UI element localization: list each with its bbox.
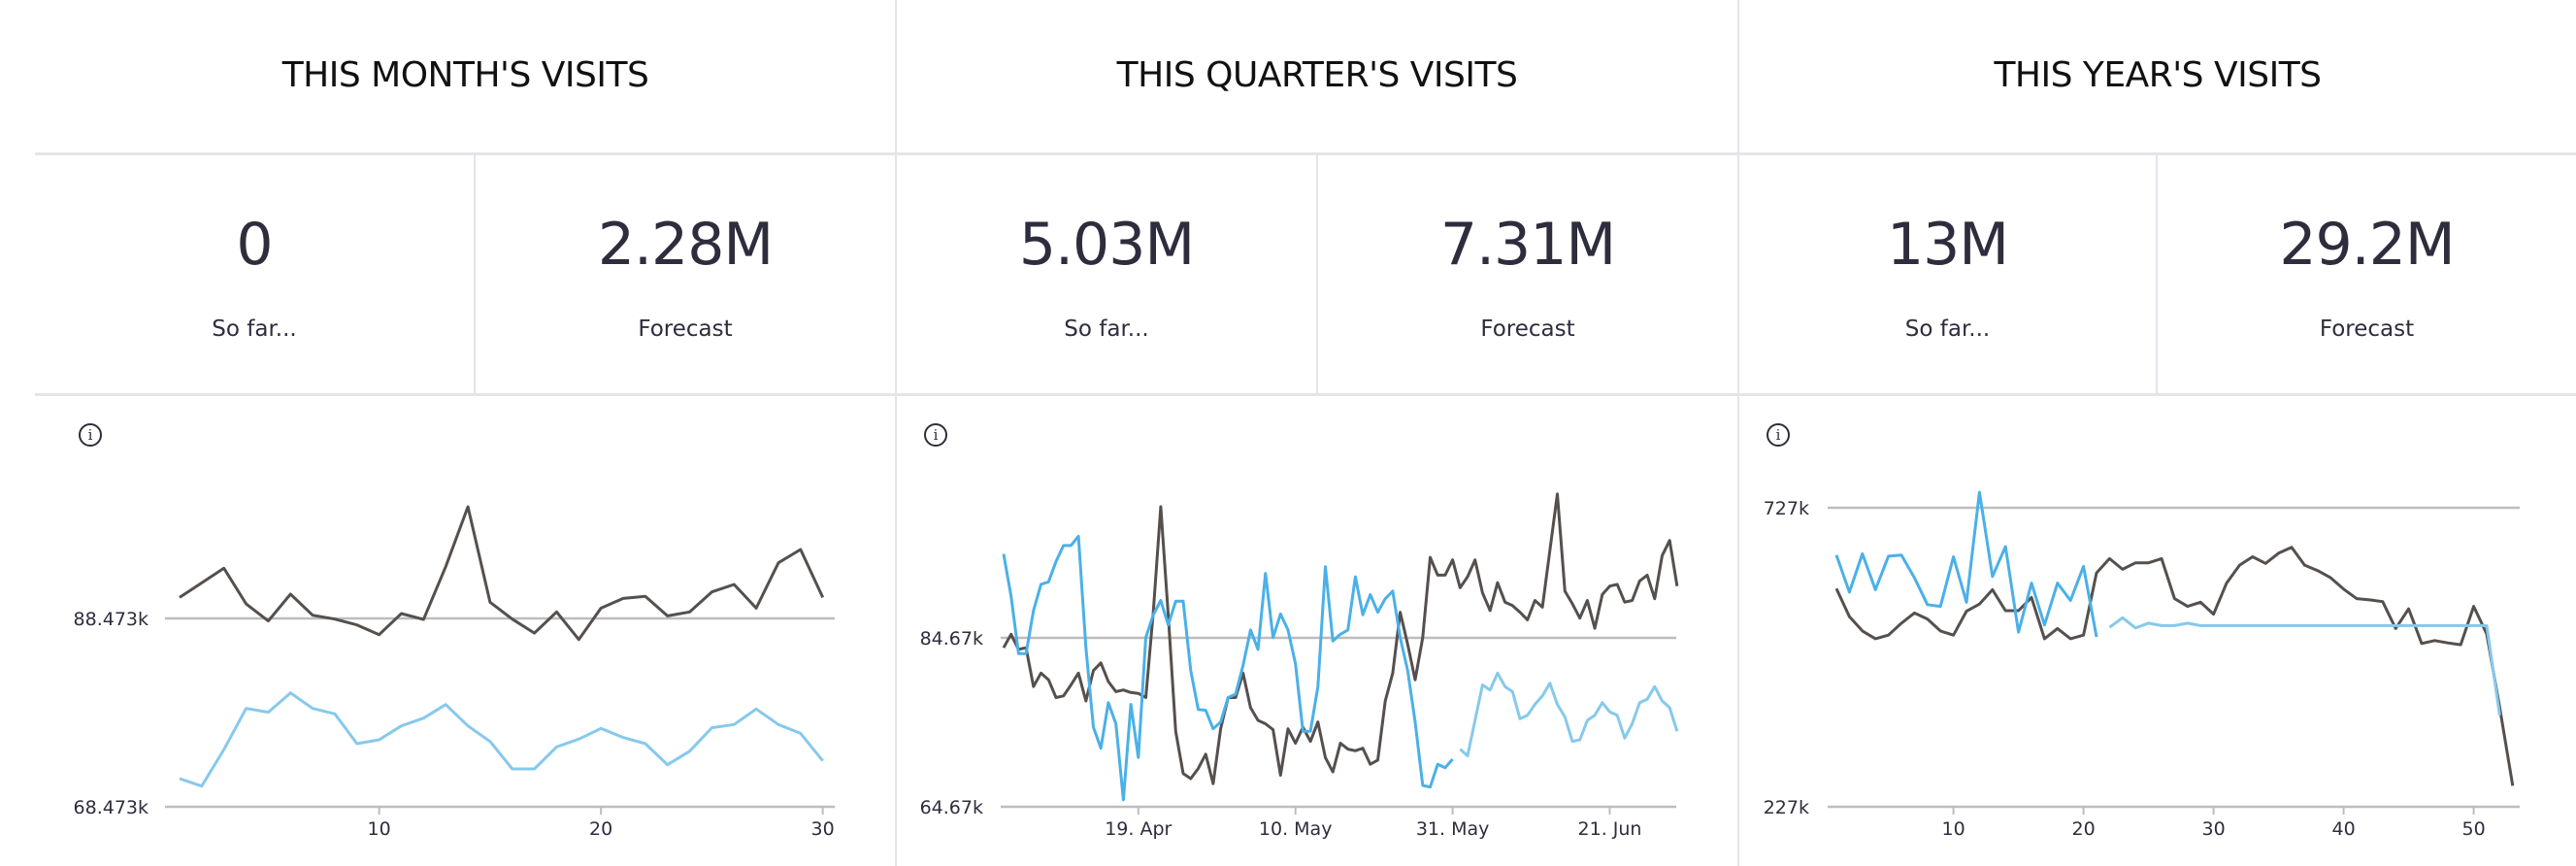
stat-so-far-month: 0 So far...	[35, 157, 474, 394]
stat-value: 2.28M	[597, 211, 774, 279]
y-tick-label: 64.67k	[920, 797, 983, 818]
y-tick-label: 88.473k	[74, 609, 149, 630]
x-tick-label: 30	[811, 818, 835, 840]
x-tick-label: 31. May	[1416, 818, 1490, 840]
y-tick-label: 727k	[1764, 498, 1809, 519]
stat-so-far-quarter: 5.03M So far...	[897, 157, 1316, 394]
x-tick-label: 21. Jun	[1578, 818, 1642, 840]
y-tick-label: 84.67k	[920, 628, 983, 650]
panel-title-month: THIS MONTH'S VISITS	[281, 55, 649, 95]
panel-title-quarter: THIS QUARTER'S VISITS	[1116, 55, 1518, 95]
column-divider	[1737, 0, 1739, 866]
x-tick-label: 10. May	[1259, 818, 1333, 840]
stat-label: Forecast	[638, 316, 733, 342]
stat-divider	[1316, 153, 1318, 394]
stat-label: So far...	[1064, 316, 1149, 342]
stat-label: Forecast	[1480, 316, 1575, 342]
stat-value: 5.03M	[1018, 211, 1195, 279]
y-tick-label: 227k	[1764, 797, 1809, 818]
stat-so-far-year: 13M So far...	[1739, 157, 2156, 394]
stats-divider	[35, 393, 2576, 396]
stat-forecast-month: 2.28M Forecast	[476, 157, 895, 394]
stat-forecast-year: 29.2M Forecast	[2158, 157, 2576, 394]
x-tick-label: 30	[2202, 818, 2226, 840]
stat-label: So far...	[212, 316, 297, 342]
x-tick-label: 40	[2332, 818, 2356, 840]
info-icon[interactable]: i	[1767, 423, 1790, 447]
x-tick-label: 10	[1942, 818, 1965, 840]
stat-value: 7.31M	[1439, 211, 1616, 279]
stat-value: 13M	[1886, 211, 2009, 279]
series-line-2	[1459, 671, 1679, 757]
series-line-0	[1834, 546, 2515, 786]
x-tick-label: 50	[2462, 818, 2486, 840]
chart-year: 227k 727k 10 20 30 40 50	[1764, 490, 2520, 840]
x-tick-label: 19. Apr	[1105, 818, 1172, 840]
stat-label: So far...	[1904, 316, 1991, 342]
chart-quarter: 64.67k 84.67k 19. Apr 10. May 31. May 21. Jun	[920, 492, 1679, 840]
stat-label: Forecast	[2319, 316, 2415, 342]
y-tick-label: 68.473k	[74, 797, 149, 818]
series-line-1	[1834, 490, 2098, 638]
x-tick-label: 20	[2072, 818, 2096, 840]
series-line-2	[2108, 616, 2501, 716]
stat-divider	[474, 153, 476, 394]
header-divider	[35, 152, 2576, 155]
panel-title-year: THIS YEAR'S VISITS	[1994, 55, 2322, 95]
column-divider	[895, 0, 897, 866]
info-icon[interactable]: i	[924, 423, 947, 447]
chart-month: 68.473k 88.473k 10 20 30	[74, 505, 835, 840]
x-tick-label: 10	[368, 818, 391, 840]
stat-value: 29.2M	[2279, 211, 2455, 279]
series-line-0	[179, 505, 825, 642]
stat-divider	[2156, 153, 2158, 394]
info-icon[interactable]: i	[79, 423, 102, 447]
stat-value: 0	[236, 211, 273, 279]
series-line-1	[179, 691, 824, 788]
x-tick-label: 20	[589, 818, 612, 840]
series-line-0	[1002, 492, 1679, 785]
stat-forecast-quarter: 7.31M Forecast	[1318, 157, 1737, 394]
series-line-1	[1002, 534, 1454, 802]
